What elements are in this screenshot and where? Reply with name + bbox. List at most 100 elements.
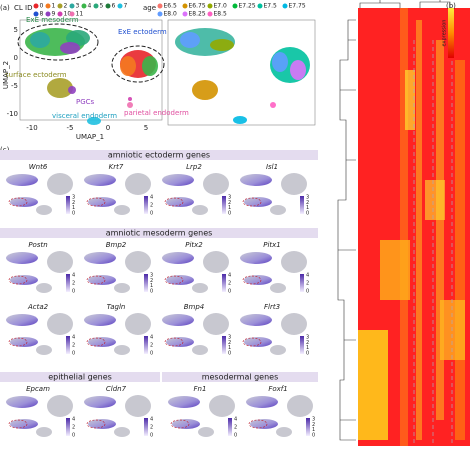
colorbar-label: 3 (150, 273, 153, 279)
umap-blob (162, 314, 194, 326)
plot-frame (167, 19, 316, 126)
legend-dot (157, 11, 163, 17)
legend-label: E8.0 (164, 11, 178, 18)
legend-dot (57, 11, 63, 17)
gene-name: Postn (28, 241, 47, 249)
legend-dot (232, 3, 238, 9)
highlight (8, 337, 28, 347)
highlight (8, 419, 28, 429)
legend-dot (45, 11, 51, 17)
legend-label: 1 (52, 3, 56, 10)
umap-blob (166, 337, 194, 347)
colorbar-label: 2 (228, 340, 231, 346)
umap-blob (88, 419, 116, 429)
gene-name: Foxf1 (268, 385, 287, 393)
highlight (164, 337, 184, 347)
colorbar-label: 4 (150, 195, 153, 201)
legend-label: 8 (40, 11, 44, 18)
colorbar (66, 274, 70, 292)
cluster (180, 32, 200, 48)
legend-title: age (143, 4, 156, 12)
colorbar-label: 3 (228, 195, 231, 201)
legend-dot (182, 3, 188, 9)
cluster (142, 56, 158, 76)
x-tick-label: -5 (67, 124, 74, 132)
umap-blob (162, 252, 194, 264)
annotation: parietal endoderm (124, 109, 189, 117)
umap-blob (250, 419, 278, 429)
legend-label: 11 (76, 11, 84, 18)
colorbar-label: 0 (150, 433, 153, 439)
highlight (170, 419, 190, 429)
colorbar (66, 418, 70, 436)
colorbar (222, 336, 226, 354)
cluster (210, 39, 234, 51)
gene-name: Tagln (107, 303, 126, 311)
legend-label: 3 (76, 3, 80, 10)
umap-blob (10, 337, 38, 347)
cluster (233, 116, 247, 124)
colorbar-label: 4 (150, 335, 153, 341)
umap-blob (125, 313, 151, 335)
x-tick-label: 0 (106, 124, 110, 132)
umap-blob (203, 251, 229, 273)
colorbar-label: 0 (150, 351, 153, 357)
highlight (86, 197, 106, 207)
umap-blob (47, 173, 73, 195)
legend-title: expression (442, 20, 448, 47)
colorbar-label: 1 (306, 345, 309, 351)
colorbar-label: 2 (72, 425, 75, 431)
colorbar-label: 0 (306, 351, 309, 357)
umap-blob (172, 419, 200, 429)
umap-blob (166, 197, 194, 207)
cluster (30, 32, 50, 48)
legend-label: 6 (112, 3, 116, 10)
colorbar-label: 4 (228, 273, 231, 279)
colorbar-label: 0 (234, 433, 237, 439)
y-tick-label: -5 (11, 82, 18, 90)
colorbar (66, 336, 70, 354)
colorbar-label: 2 (306, 200, 309, 206)
legend-dot (182, 11, 188, 17)
umap-blob (281, 251, 307, 273)
gene-name: Cldn7 (106, 385, 127, 393)
umap-blob (244, 197, 272, 207)
umap-blob (203, 173, 229, 195)
umap-blob (192, 283, 208, 293)
section-title: mesodermal genes (202, 373, 279, 382)
cluster (270, 102, 276, 108)
legend-dot (207, 3, 213, 9)
x-tick-label: 5 (144, 124, 148, 132)
umap-blob (244, 337, 272, 347)
gene-name: Krt7 (109, 163, 124, 171)
colorbar-label: 2 (150, 278, 153, 284)
colorbar (222, 274, 226, 292)
cluster (272, 52, 288, 72)
cluster-outline (111, 45, 165, 83)
umap-blob (270, 283, 286, 293)
umap-blob (84, 314, 116, 326)
panel-label: (a) (0, 4, 10, 12)
cluster (66, 30, 90, 46)
umap-blob (84, 174, 116, 186)
legend-label: 9 (52, 11, 56, 18)
colorbar-label: 1 (72, 205, 75, 211)
umap-blob (36, 283, 52, 293)
legend-label: 2 (64, 3, 68, 10)
umap-blob (10, 419, 38, 429)
colorbar-label: 4 (306, 273, 309, 279)
annotation: ExE ectoderm (118, 28, 167, 36)
gene-name: Bmp2 (106, 241, 127, 249)
colorbar-label: 0 (72, 211, 75, 217)
colorbar-label: 3 (228, 335, 231, 341)
highlight (242, 275, 262, 285)
colorbar-label: 2 (306, 281, 309, 287)
legend-label: 10 (64, 11, 72, 18)
colorbar-label: 0 (72, 289, 75, 295)
colorbar-label: 0 (228, 289, 231, 295)
legend-dot (257, 3, 263, 9)
y-tick-label: -10 (7, 110, 18, 118)
legend-title: CL ID (14, 4, 32, 12)
highlight (248, 419, 268, 429)
umap-blob (10, 197, 38, 207)
